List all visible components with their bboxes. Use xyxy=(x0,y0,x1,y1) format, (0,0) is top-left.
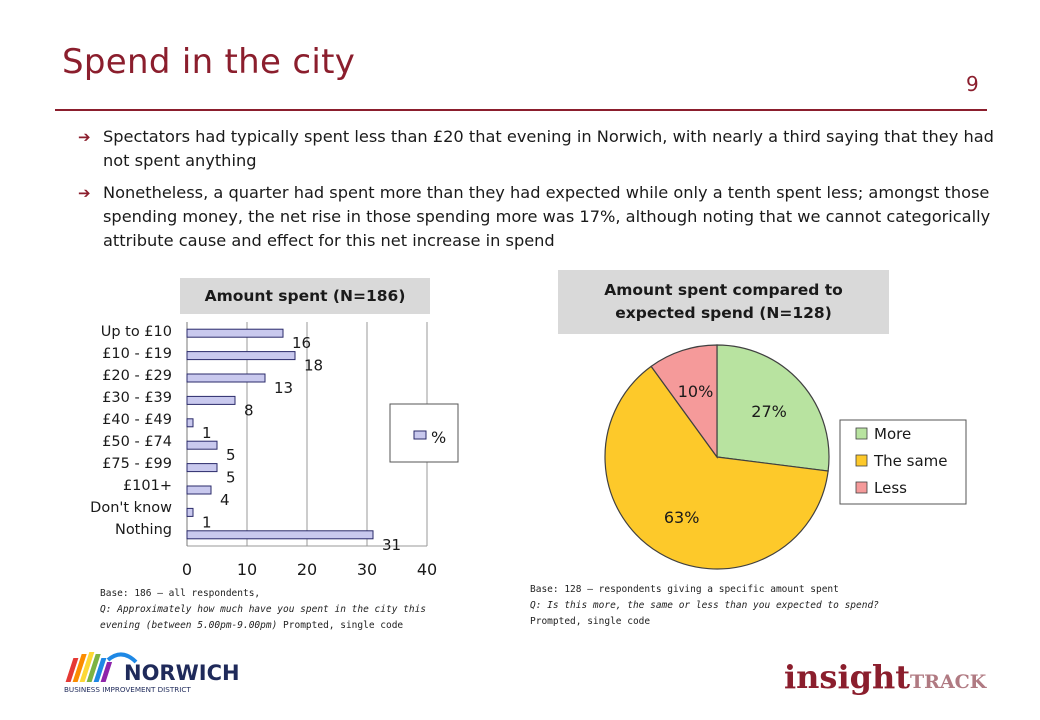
bar-value-label: 5 xyxy=(226,446,236,464)
bar-chart-title: Amount spent (N=186) xyxy=(180,278,430,314)
page-number: 9 xyxy=(966,72,979,96)
pie-legend-label: Less xyxy=(874,479,907,497)
bar-category-label: £101+ xyxy=(122,478,172,494)
pie-value-label: 27% xyxy=(751,402,787,421)
bullet-item: ➔ Spectators had typically spent less th… xyxy=(78,125,1008,173)
bar xyxy=(186,328,284,338)
x-tick-label: 0 xyxy=(182,560,192,579)
x-tick-label: 10 xyxy=(237,560,257,579)
bar-value-label: 13 xyxy=(274,379,293,397)
bar xyxy=(186,440,218,450)
logo-name: NORWICH xyxy=(124,661,240,685)
pie-chart-title: Amount spent compared to expected spend … xyxy=(558,270,889,334)
x-tick-label: 20 xyxy=(297,560,317,579)
bar-value-label: 18 xyxy=(304,357,323,375)
footnote-base: Base: 186 – all respondents, xyxy=(100,588,261,599)
bullet-text: Spectators had typically spent less than… xyxy=(103,127,994,170)
pie-legend-label: The same xyxy=(873,452,948,470)
pie-legend-label: More xyxy=(874,425,911,443)
bar-category-label: Nothing xyxy=(114,522,172,538)
bar xyxy=(186,507,194,517)
footnote-base: Base: 128 – respondents giving a specifi… xyxy=(530,584,839,595)
pie-title-line-2: expected spend (N=128) xyxy=(615,304,832,322)
logo-subtitle: BUSINESS IMPROVEMENT DISTRICT xyxy=(64,685,191,694)
logo-main: insight xyxy=(784,658,911,696)
bar-legend-swatch xyxy=(413,430,427,440)
bar-chart-footnote: Base: 186 – all respondents, Q: Approxim… xyxy=(100,586,460,634)
bullet-text: Nonetheless, a quarter had spent more th… xyxy=(103,183,991,250)
pie-chart-footnote: Base: 128 – respondents giving a specifi… xyxy=(530,582,950,630)
pie-chart: 27% 63% 10% More The same Less xyxy=(604,344,967,570)
x-tick-label: 30 xyxy=(357,560,377,579)
norwich-logo-mark-icon: NORWICH BUSINESS IMPROVEMENT DISTRICT xyxy=(64,652,240,694)
bar xyxy=(186,351,296,361)
arrow-bullet-icon: ➔ xyxy=(78,184,91,202)
bar-value-label: 1 xyxy=(202,424,212,442)
pie-legend-swatch xyxy=(855,454,868,467)
pie-value-label: 10% xyxy=(678,382,714,401)
bar-value-label: 16 xyxy=(292,334,311,352)
bar-category-label: Up to £10 xyxy=(100,324,172,340)
norwich-bid-logo: NORWICH BUSINESS IMPROVEMENT DISTRICT xyxy=(62,650,242,700)
pie-slice xyxy=(650,344,718,459)
bullet-item: ➔ Nonetheless, a quarter had spent more … xyxy=(78,181,1008,253)
arrow-bullet-icon: ➔ xyxy=(78,128,91,146)
pie-value-label: 63% xyxy=(664,508,700,527)
bar-category-label: £10 - £19 xyxy=(102,346,172,362)
footnote-prompt: Prompted, single code xyxy=(530,616,651,627)
bar xyxy=(186,373,266,383)
pie-legend-swatch xyxy=(855,481,868,494)
bar xyxy=(186,463,218,473)
pie-slice xyxy=(604,365,829,570)
bar-category-label: Don't know xyxy=(90,500,172,516)
bar xyxy=(186,530,374,540)
logo-sub: TRACK xyxy=(910,671,987,693)
x-tick-label: 40 xyxy=(417,560,437,579)
bar-category-label: £50 - £74 xyxy=(102,434,172,450)
footnote-question: Q: Approximately how much have you spent… xyxy=(100,604,427,631)
bar-value-label: 31 xyxy=(382,536,401,554)
bar-category-label: £20 - £29 xyxy=(102,368,172,384)
pie-legend-swatch xyxy=(855,427,868,440)
bar-value-label: 8 xyxy=(244,401,254,419)
bar xyxy=(186,395,236,405)
pie-slice xyxy=(716,344,830,472)
bar-legend-label: % xyxy=(431,428,446,447)
bar-category-label: £40 - £49 xyxy=(102,412,172,428)
bar-category-label: £30 - £39 xyxy=(102,390,172,406)
bar xyxy=(186,418,194,428)
footnote-question: Q: Is this more, the same or less than y… xyxy=(530,600,879,611)
bar-category-label: £75 - £99 xyxy=(102,456,172,472)
pie-title-line-1: Amount spent compared to xyxy=(604,281,843,299)
bar xyxy=(186,485,212,495)
bar-value-label: 1 xyxy=(202,513,212,531)
page-title: Spend in the city xyxy=(62,42,356,82)
bar-value-label: 4 xyxy=(220,491,230,509)
bar-value-label: 5 xyxy=(226,469,236,487)
insighttrack-logo: insightTRACK xyxy=(784,658,986,696)
title-divider xyxy=(55,109,987,111)
bullet-list: ➔ Spectators had typically spent less th… xyxy=(78,125,1008,261)
